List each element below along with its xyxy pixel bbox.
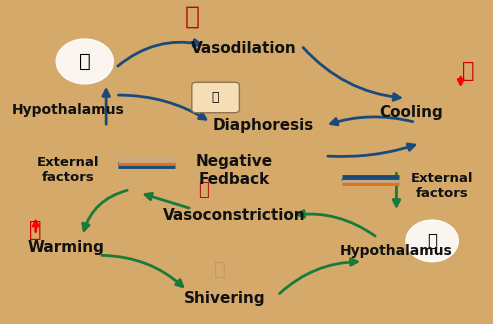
Text: Vasodilation: Vasodilation — [191, 41, 297, 56]
Text: Hypothalamus: Hypothalamus — [12, 102, 124, 117]
Text: Warming: Warming — [27, 240, 104, 255]
Text: Shivering: Shivering — [184, 291, 266, 306]
Text: 🧠: 🧠 — [79, 52, 91, 71]
Text: Cooling: Cooling — [379, 105, 443, 120]
Text: External
factors: External factors — [37, 156, 99, 184]
Ellipse shape — [406, 220, 458, 262]
Text: External
factors: External factors — [410, 172, 473, 201]
Text: 🫀: 🫀 — [184, 5, 199, 29]
Text: 🫀: 🫀 — [198, 180, 209, 199]
Text: Negative
Fedback: Negative Fedback — [196, 154, 273, 187]
Text: Vasoconstriction: Vasoconstriction — [163, 208, 306, 223]
Text: 🌡️: 🌡️ — [461, 61, 474, 81]
Text: 🌿: 🌿 — [212, 91, 219, 104]
Text: 🌡️: 🌡️ — [30, 220, 42, 240]
FancyBboxPatch shape — [192, 82, 240, 113]
Text: Hypothalamus: Hypothalamus — [340, 244, 453, 258]
Text: Diaphoresis: Diaphoresis — [212, 118, 314, 133]
Ellipse shape — [56, 39, 113, 84]
Text: 🧠: 🧠 — [427, 232, 437, 250]
Text: 🦾: 🦾 — [214, 260, 226, 279]
